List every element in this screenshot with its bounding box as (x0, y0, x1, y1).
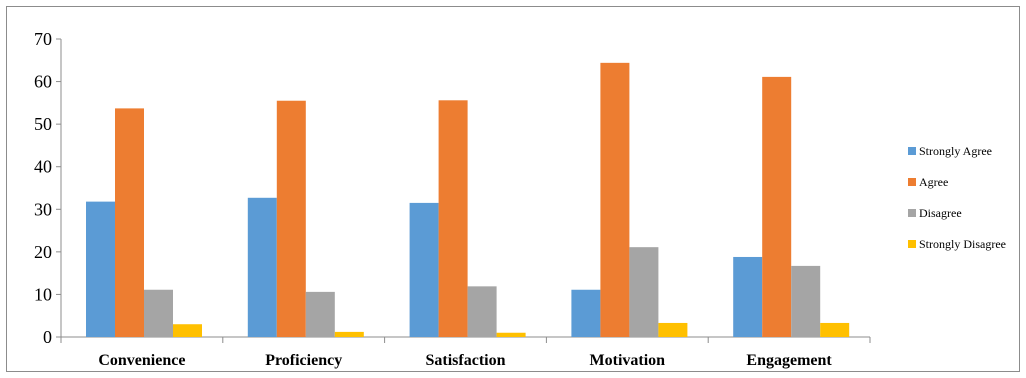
bar-disagree (305, 291, 335, 337)
bar-strongly-disagree (334, 331, 364, 337)
bar-agree (115, 108, 144, 338)
category-label: Engagement (746, 352, 832, 369)
y-tick-label: 20 (34, 242, 52, 262)
bar-agree (276, 100, 306, 337)
bar-strongly-agree (733, 256, 763, 337)
y-tick-label: 10 (34, 284, 52, 304)
bars (86, 62, 850, 338)
category-label: Proficiency (265, 352, 342, 369)
y-tick-label: 30 (34, 199, 52, 219)
bar-disagree (791, 265, 821, 337)
y-tick-label: 70 (34, 29, 52, 49)
y-tick-label: 0 (43, 327, 52, 347)
legend-label: Disagree (919, 206, 962, 220)
bar-disagree (144, 289, 173, 337)
x-axis: Convenience Proficiency Satisfaction Motiva… (60, 336, 871, 369)
legend-label: Strongly Agree (919, 144, 992, 158)
category-label: Satisfaction (426, 352, 506, 369)
category-label: Motivation (590, 352, 666, 369)
y-tick-label: 60 (34, 72, 52, 92)
bar-strongly-agree (571, 289, 601, 337)
y-tick-label: 40 (34, 157, 52, 177)
y-axis: 0 10 20 30 40 50 60 70 (34, 29, 62, 347)
legend-label: Agree (919, 175, 948, 189)
bar-disagree (629, 247, 659, 337)
bar-strongly-disagree (496, 332, 526, 337)
bar-strongly-agree (86, 201, 115, 337)
bar-agree (438, 100, 468, 337)
legend-swatch (908, 240, 916, 248)
bar-disagree (467, 286, 497, 337)
bar-agree (600, 62, 630, 338)
bar-agree (762, 76, 792, 337)
legend-label: Strongly Disagree (919, 237, 1006, 251)
bar-strongly-disagree (658, 322, 688, 337)
bar-strongly-agree (247, 197, 277, 337)
bar-strongly-disagree (173, 324, 202, 337)
y-tick-label: 50 (34, 114, 52, 134)
chart-frame (6, 6, 1020, 372)
bar-strongly-disagree (820, 322, 850, 337)
legend-swatch (908, 147, 916, 155)
legend: Strongly Agree Agree Disagree Strongly Disa… (908, 144, 1006, 251)
legend-swatch (908, 178, 916, 186)
category-label: Convenience (98, 352, 185, 369)
legend-swatch (908, 209, 916, 217)
bar-strongly-agree (409, 202, 439, 337)
